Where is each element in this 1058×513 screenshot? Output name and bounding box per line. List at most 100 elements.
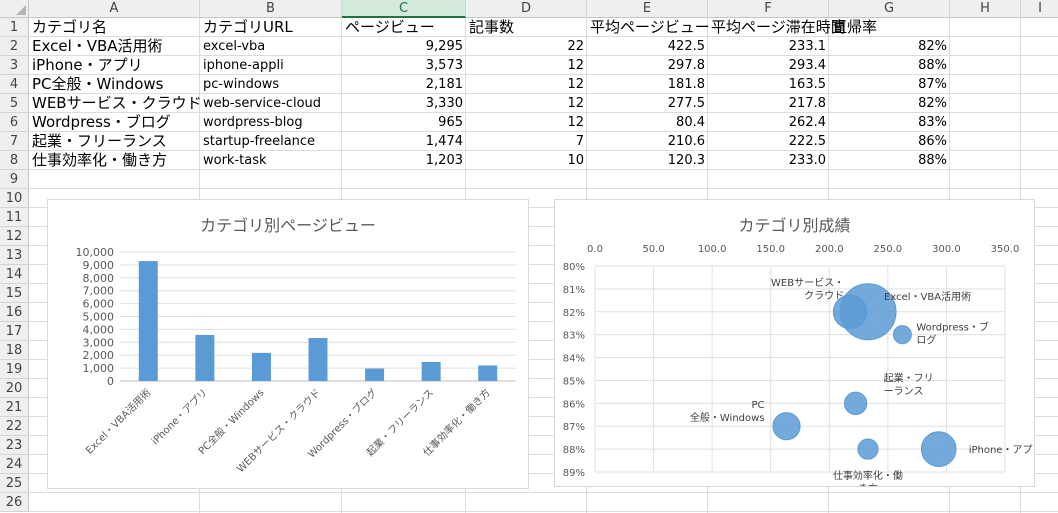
cell-b5[interactable]: web-service-cloud bbox=[203, 96, 322, 111]
cell-a6[interactable]: Wordpress・ブログ bbox=[32, 113, 171, 131]
cell-e4[interactable]: 181.8 bbox=[667, 77, 705, 92]
cell-d8[interactable]: 10 bbox=[567, 153, 584, 168]
row-header-1[interactable]: 1 bbox=[0, 18, 29, 37]
cell-b7[interactable]: startup-freelance bbox=[203, 134, 316, 149]
row-header-9[interactable]: 9 bbox=[0, 170, 29, 189]
row-header-14[interactable]: 14 bbox=[0, 265, 29, 284]
cell-g7[interactable]: 86% bbox=[918, 134, 947, 149]
row-header-3[interactable]: 3 bbox=[0, 56, 29, 75]
cell-a7[interactable]: 起業・フリーランス bbox=[32, 132, 167, 150]
row-header-23[interactable]: 23 bbox=[0, 436, 29, 455]
row-header-15[interactable]: 15 bbox=[0, 284, 29, 303]
cell-b3[interactable]: iphone-appli bbox=[203, 58, 284, 73]
cell-d2[interactable]: 22 bbox=[567, 39, 584, 54]
cell-d5[interactable]: 12 bbox=[567, 96, 584, 111]
gridline-horizontal bbox=[29, 188, 1058, 189]
cell-g3[interactable]: 88% bbox=[918, 58, 947, 73]
cell-e8[interactable]: 120.3 bbox=[667, 153, 705, 168]
cell-c2[interactable]: 9,295 bbox=[425, 39, 463, 54]
row-header-12[interactable]: 12 bbox=[0, 227, 29, 246]
row-header-24[interactable]: 24 bbox=[0, 455, 29, 474]
row-header-5[interactable]: 5 bbox=[0, 94, 29, 113]
cell-f7[interactable]: 222.5 bbox=[788, 134, 826, 149]
column-header-f[interactable]: F bbox=[708, 0, 829, 18]
cell-b6[interactable]: wordpress-blog bbox=[203, 115, 303, 130]
bar-ytick-label: 2,000 bbox=[83, 349, 115, 362]
row-header-21[interactable]: 21 bbox=[0, 398, 29, 417]
row-header-25[interactable]: 25 bbox=[0, 474, 29, 493]
column-header-c[interactable]: C bbox=[342, 0, 466, 18]
cell-e7[interactable]: 210.6 bbox=[667, 134, 705, 149]
row-header-19[interactable]: 19 bbox=[0, 360, 29, 379]
bar-chart[interactable]: カテゴリ別ページビュー 0 1,000 2,000 3,000 4,000 5,000 6,… bbox=[47, 199, 529, 489]
cell-c1[interactable]: ページビュー bbox=[345, 18, 435, 36]
cell-d3[interactable]: 12 bbox=[567, 58, 584, 73]
cell-d4[interactable]: 12 bbox=[567, 77, 584, 92]
cell-e1[interactable]: 平均ページビュー bbox=[590, 18, 710, 36]
cell-c7[interactable]: 1,474 bbox=[425, 134, 463, 149]
row-header-11[interactable]: 11 bbox=[0, 208, 29, 227]
cell-e5[interactable]: 277.5 bbox=[667, 96, 705, 111]
cell-f3[interactable]: 293.4 bbox=[788, 58, 826, 73]
row-header-26[interactable]: 26 bbox=[0, 493, 29, 512]
column-header-a[interactable]: A bbox=[29, 0, 200, 18]
row-header-8[interactable]: 8 bbox=[0, 151, 29, 170]
column-header-b[interactable]: B bbox=[200, 0, 342, 18]
column-header-i[interactable]: I bbox=[1021, 0, 1058, 18]
cell-c4[interactable]: 2,181 bbox=[425, 77, 463, 92]
cell-c6[interactable]: 965 bbox=[438, 115, 463, 130]
row-header-16[interactable]: 16 bbox=[0, 303, 29, 322]
gridline-horizontal bbox=[29, 492, 1058, 493]
column-header-d[interactable]: D bbox=[466, 0, 587, 18]
cell-f4[interactable]: 163.5 bbox=[788, 77, 826, 92]
row-header-18[interactable]: 18 bbox=[0, 341, 29, 360]
bubble-ytick-label: 86% bbox=[563, 399, 585, 410]
cell-g2[interactable]: 82% bbox=[918, 39, 947, 54]
select-all-corner[interactable] bbox=[0, 0, 29, 18]
cell-f6[interactable]: 262.4 bbox=[788, 115, 826, 130]
cell-d1[interactable]: 記事数 bbox=[469, 18, 515, 36]
cell-a3[interactable]: iPhone・アプリ bbox=[32, 56, 143, 74]
cell-g4[interactable]: 87% bbox=[918, 77, 947, 92]
cell-b8[interactable]: work-task bbox=[203, 153, 267, 168]
cell-b2[interactable]: excel-vba bbox=[203, 39, 266, 54]
cell-e2[interactable]: 422.5 bbox=[667, 39, 705, 54]
cell-g5[interactable]: 82% bbox=[918, 96, 947, 111]
row-header-6[interactable]: 6 bbox=[0, 113, 29, 132]
cell-d6[interactable]: 12 bbox=[567, 115, 584, 130]
cell-a4[interactable]: PC全般・Windows bbox=[32, 75, 164, 93]
row-header-4[interactable]: 4 bbox=[0, 75, 29, 94]
cell-g1[interactable]: 直帰率 bbox=[832, 18, 878, 36]
cell-f1[interactable]: 平均ページ滞在時間 bbox=[711, 18, 846, 36]
column-header-e[interactable]: E bbox=[587, 0, 708, 18]
cell-g8[interactable]: 88% bbox=[918, 153, 947, 168]
cell-a5[interactable]: WEBサービス・クラウド bbox=[32, 94, 202, 112]
cell-e6[interactable]: 80.4 bbox=[676, 115, 705, 130]
cell-c8[interactable]: 1,203 bbox=[425, 153, 463, 168]
cell-a2[interactable]: Excel・VBA活用術 bbox=[32, 37, 163, 55]
row-header-17[interactable]: 17 bbox=[0, 322, 29, 341]
column-header-h[interactable]: H bbox=[950, 0, 1021, 18]
cell-a8[interactable]: 仕事効率化・働き方 bbox=[32, 151, 168, 169]
cell-f8[interactable]: 233.0 bbox=[788, 153, 826, 168]
cell-g6[interactable]: 83% bbox=[918, 115, 947, 130]
row-header-7[interactable]: 7 bbox=[0, 132, 29, 151]
column-header-g[interactable]: G bbox=[829, 0, 950, 18]
row-header-2[interactable]: 2 bbox=[0, 37, 29, 56]
cell-b4[interactable]: pc-windows bbox=[203, 77, 280, 92]
cell-b1[interactable]: カテゴリURL bbox=[203, 18, 293, 36]
bubble-chart[interactable]: カテゴリ別成績 0.0 50.0 100.0 150.0 200.0 250.0 300.0… bbox=[554, 199, 1035, 487]
cell-e3[interactable]: 297.8 bbox=[667, 58, 705, 73]
cell-c5[interactable]: 3,330 bbox=[425, 96, 463, 111]
cell-a1[interactable]: カテゴリ名 bbox=[32, 18, 108, 36]
row-header-10[interactable]: 10 bbox=[0, 189, 29, 208]
row-header-20[interactable]: 20 bbox=[0, 379, 29, 398]
row-header-13[interactable]: 13 bbox=[0, 246, 29, 265]
cell-d7[interactable]: 7 bbox=[575, 134, 584, 149]
row-header-22[interactable]: 22 bbox=[0, 417, 29, 436]
cell-f5[interactable]: 217.8 bbox=[788, 96, 826, 111]
cell-c3[interactable]: 3,573 bbox=[425, 58, 463, 73]
cell-f2[interactable]: 233.1 bbox=[788, 39, 826, 54]
bubble-ytick-label: 88% bbox=[563, 445, 585, 456]
